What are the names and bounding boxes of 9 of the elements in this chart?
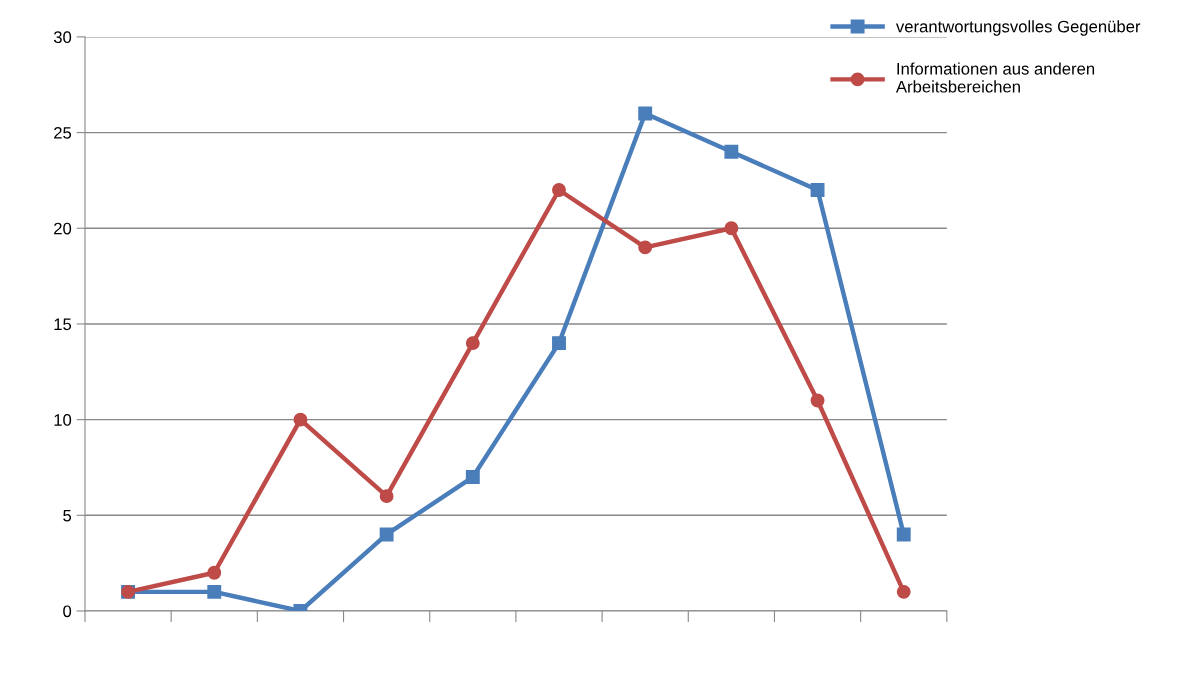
- legend-label: Informationen aus anderen Arbeitsbereichen: [895, 62, 1095, 93]
- y-tick-label: 15: [54, 318, 72, 331]
- y-tick-label: 25: [54, 126, 72, 139]
- y-tick-label: 20: [54, 222, 72, 235]
- y-tick-label: 0: [63, 605, 72, 618]
- legend-label: verantwortungsvolles Gegenüber: [895, 20, 1141, 36]
- y-tick-label: 30: [53, 31, 72, 44]
- y-tick-label: 10: [54, 414, 72, 426]
- y-tick-label: 5: [63, 509, 72, 522]
